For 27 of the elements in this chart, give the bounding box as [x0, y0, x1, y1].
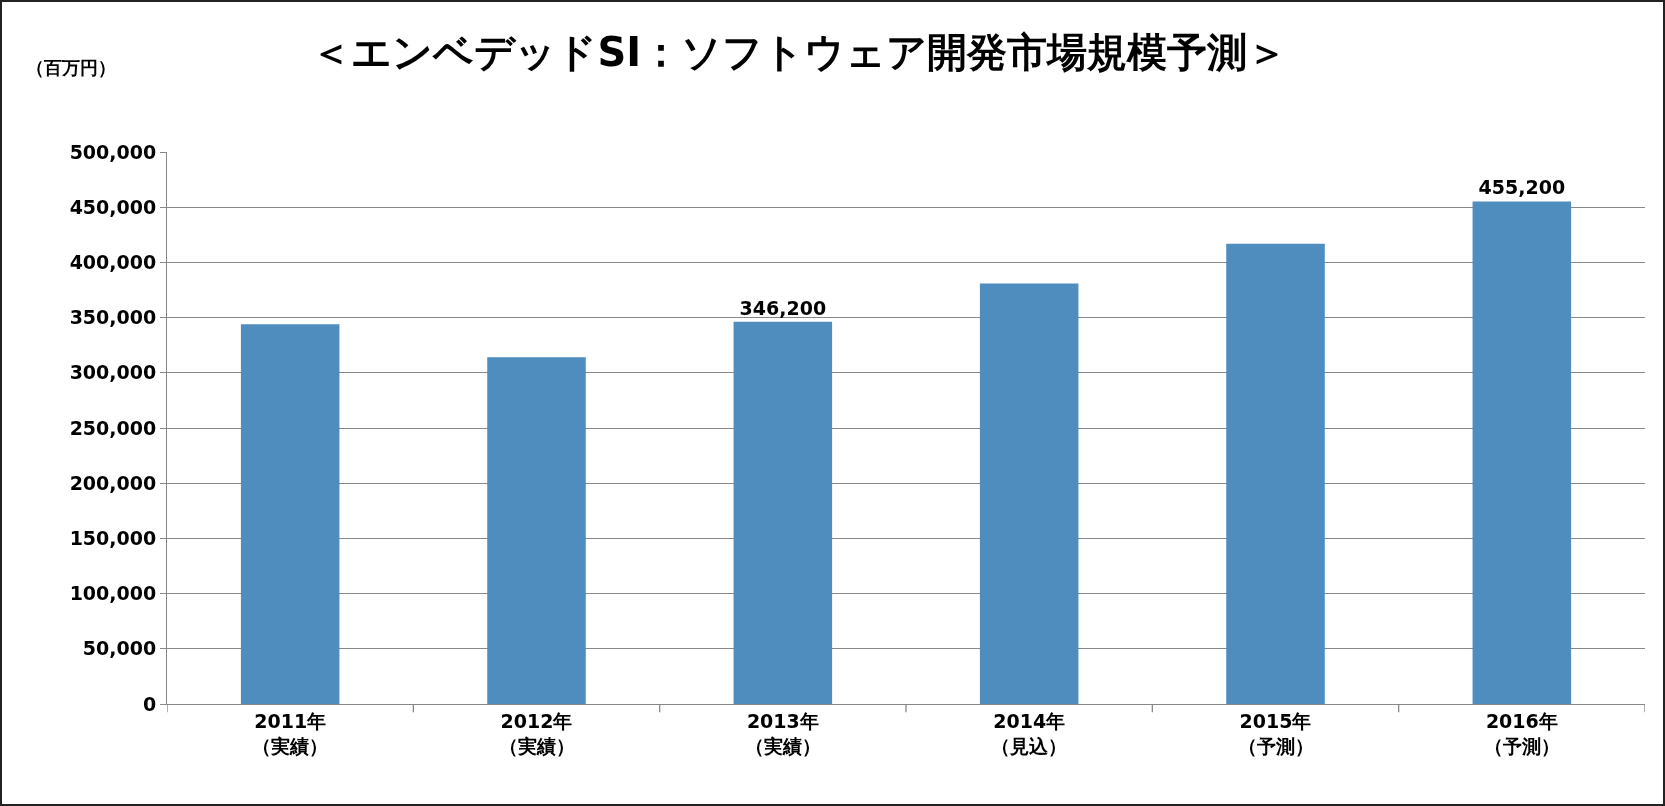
- x-tick-label: 2016年（予測）: [1483, 709, 1560, 757]
- y-tick-label: 450,000: [69, 195, 157, 218]
- bar: [1472, 201, 1572, 704]
- x-tick-label: 2015年（予測）: [1237, 709, 1314, 757]
- bar: [487, 357, 586, 704]
- y-tick-label: 350,000: [69, 306, 157, 329]
- x-tick-label: 2011年（実績）: [252, 709, 329, 757]
- y-axis-title: （百万円）: [26, 57, 116, 78]
- bar: [1226, 243, 1325, 704]
- y-tick-label: 200,000: [69, 471, 157, 494]
- y-tick-label: 100,000: [69, 582, 157, 605]
- y-tick-label: 400,000: [69, 251, 157, 274]
- x-tick-label: 2014年（見込）: [991, 709, 1068, 757]
- y-tick-label: 0: [142, 692, 157, 715]
- y-tick-label: 150,000: [69, 527, 157, 550]
- chart-title: ＜エンベデッドSI：ソフトウェア開発市場規模予測＞: [311, 29, 1288, 76]
- bar: [979, 283, 1079, 704]
- x-tick-label: 2013年（実績）: [744, 709, 821, 757]
- x-tick-label: 2012年（実績）: [498, 709, 575, 757]
- data-label: 346,200: [739, 296, 827, 319]
- data-label: 455,200: [1478, 176, 1566, 199]
- y-tick-label: 300,000: [69, 361, 157, 384]
- y-tick-label: 500,000: [69, 140, 157, 163]
- y-tick-label: 250,000: [69, 416, 157, 439]
- bar: [240, 324, 340, 704]
- bar: [733, 321, 833, 704]
- y-tick-label: 50,000: [82, 637, 157, 660]
